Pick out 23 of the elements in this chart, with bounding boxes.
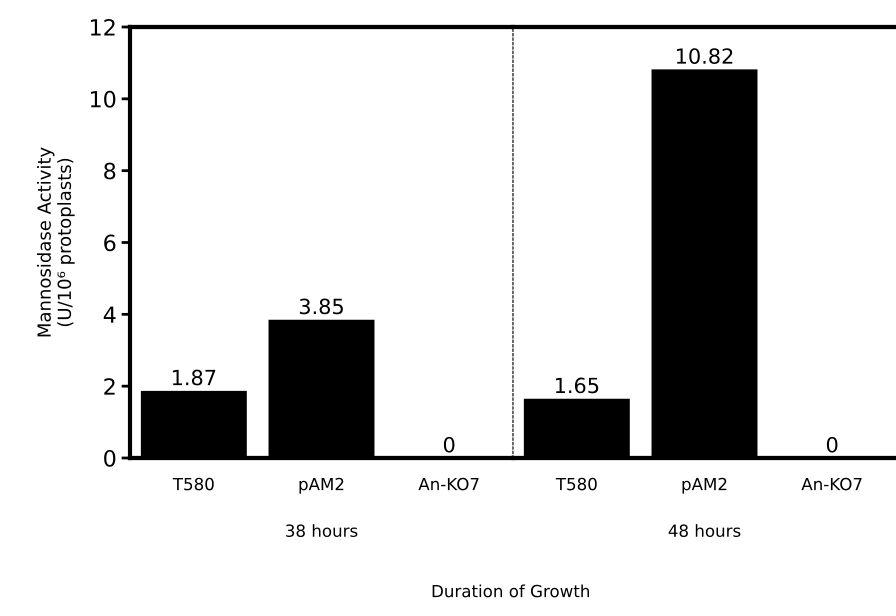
y-tick-label: 6 xyxy=(104,234,116,252)
x-tick-label: An-KO7 xyxy=(801,478,862,490)
x-tick-label: pAM2 xyxy=(300,478,344,494)
text: Duration of Growth xyxy=(432,584,589,598)
data-label: 1.87 xyxy=(172,370,216,386)
data-label: 1.65 xyxy=(556,378,598,394)
x-tick-label: T580 xyxy=(172,478,214,490)
data-label: 10.82 xyxy=(676,48,732,64)
x-axis-title: 38 hours xyxy=(286,524,358,538)
y-tick-label: 4 xyxy=(104,306,116,323)
data-label: 3.85 xyxy=(300,298,343,314)
x-tick-label: T580 xyxy=(556,478,597,490)
x-tick-label: An-KO7 xyxy=(418,478,479,490)
y-tick-label: 12 xyxy=(90,18,115,36)
y-tick-label: 2 xyxy=(104,378,115,395)
y-tick-label: 10 xyxy=(90,90,116,108)
y-tick-label: 8 xyxy=(104,162,116,180)
x-axis-title: 48 hours xyxy=(668,524,740,538)
x-tick-label: pAM2 xyxy=(682,478,726,494)
y-axis-title: Mannosidase Activity (U/10⁶ protoplasts) xyxy=(36,147,75,336)
y-tick-label: 0 xyxy=(104,450,116,467)
data-label: 0 xyxy=(444,436,454,453)
data-label: 0 xyxy=(826,436,838,453)
